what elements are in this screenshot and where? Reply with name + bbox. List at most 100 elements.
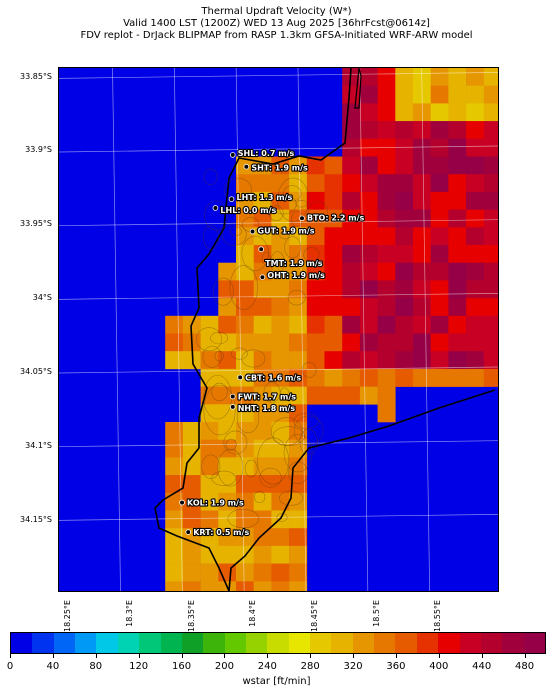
wstar-cell xyxy=(253,510,272,529)
terrain-contour xyxy=(225,438,237,451)
wstar-cell xyxy=(395,85,414,104)
wstar-cell xyxy=(430,121,449,140)
wstar-cell xyxy=(448,156,467,175)
colorbar-swatch xyxy=(32,633,54,653)
wstar-cell xyxy=(359,245,378,263)
wstar-cell xyxy=(182,422,201,440)
wstar-cell xyxy=(271,174,290,193)
map-panel[interactable]: SHL: 0.7 m/s SHT: 1.9 m/s LHT: 1.3 m/s LHL:… xyxy=(50,67,502,600)
station-marker-bto xyxy=(299,215,305,222)
wstar-cell xyxy=(236,492,254,511)
terrain-contour xyxy=(236,403,260,434)
wstar-cell xyxy=(342,174,361,193)
wstar-cell xyxy=(289,581,308,600)
station-marker-lht xyxy=(228,196,235,202)
wstar-cell xyxy=(324,209,343,228)
wstar-cell xyxy=(448,368,467,387)
wstar-cell xyxy=(483,262,502,281)
station-marker-gut xyxy=(249,228,256,235)
colorbar-tick-label: 480 xyxy=(515,661,535,672)
colorbar-tick-label: 400 xyxy=(429,661,449,672)
wstar-cell xyxy=(306,156,325,175)
wstar-cell xyxy=(466,262,485,281)
meridian-line xyxy=(235,67,245,592)
wstar-cell xyxy=(306,174,325,193)
wstar-cell xyxy=(377,280,396,299)
wstar-cell xyxy=(377,209,396,228)
wstar-cell xyxy=(200,439,219,458)
station-label-shl: SHL: 0.7 m/s xyxy=(238,149,295,158)
wstar-cell xyxy=(324,227,343,246)
station-marker-kol xyxy=(179,499,185,506)
wstar-cell xyxy=(236,422,254,440)
terrain-contour xyxy=(277,177,310,222)
wstar-cell xyxy=(182,563,201,582)
colorbar-tick xyxy=(524,654,526,658)
wstar-cell xyxy=(448,138,467,157)
station-marker-sht xyxy=(243,163,250,170)
wstar-cell xyxy=(395,68,414,86)
colorbar-tick-label: 80 xyxy=(89,661,103,672)
wstar-cell xyxy=(359,191,378,210)
wstar-cell xyxy=(289,156,308,175)
wstar-cell xyxy=(182,351,201,370)
colorbar-swatch xyxy=(203,633,225,653)
wstar-cell xyxy=(413,138,431,157)
wstar-cell xyxy=(377,333,396,352)
wstar-cell xyxy=(483,368,502,387)
colorbar-tick-label: 240 xyxy=(257,661,277,672)
wstar-cell xyxy=(218,333,237,352)
wstar-cell xyxy=(342,333,361,352)
colorbar-tick-label: 200 xyxy=(214,661,234,672)
wstar-cell xyxy=(165,545,184,564)
coastline-north xyxy=(354,67,362,109)
wstar-cell xyxy=(483,280,502,299)
wstar-cell xyxy=(289,227,308,246)
wstar-cell xyxy=(430,368,449,387)
colorbar-tick-label: 160 xyxy=(171,661,192,672)
wstar-cell xyxy=(165,351,184,370)
lon-label-18-3: 18.3°E xyxy=(125,600,134,627)
wstar-cell xyxy=(236,333,254,352)
colorbar-tick xyxy=(438,654,440,658)
colorbar-tick xyxy=(95,654,97,658)
colorbar-swatch xyxy=(310,633,332,653)
terrain-contour xyxy=(287,461,308,485)
wstar-cell xyxy=(359,386,378,405)
wstar-cell xyxy=(359,351,378,370)
wstar-cell xyxy=(413,315,431,334)
wstar-cell xyxy=(253,333,272,352)
wstar-cell xyxy=(448,209,467,228)
wstar-cell xyxy=(466,209,485,228)
colorbar-swatch xyxy=(245,633,268,653)
wstar-cell xyxy=(306,298,325,317)
wstar-cell xyxy=(413,351,431,370)
terrain-contour xyxy=(224,177,252,203)
wstar-cell xyxy=(448,333,467,352)
wstar-cell xyxy=(200,404,219,423)
wstar-cell xyxy=(271,368,290,387)
wstar-cell xyxy=(306,333,325,352)
station-label-tmt: TMT: 1.9 m/s xyxy=(265,259,323,268)
wstar-cell xyxy=(430,174,449,193)
parallel-line xyxy=(58,293,499,300)
wstar-cell xyxy=(218,528,237,547)
wstar-cell xyxy=(236,457,254,476)
parallel-line xyxy=(58,366,499,374)
terrain-contour xyxy=(212,277,234,306)
wstar-cell xyxy=(395,368,414,387)
terrain-contour xyxy=(303,247,320,263)
wstar-cell xyxy=(289,510,308,529)
colorbar-tick xyxy=(267,654,269,658)
wstar-cell xyxy=(289,422,308,440)
station-marker-cbt xyxy=(237,374,243,381)
title-line-2: Valid 1400 LST (1200Z) WED 13 Aug 2025 [… xyxy=(123,18,430,29)
lon-label-18-25: 18.25°E xyxy=(63,600,72,632)
terrain-contour xyxy=(259,467,282,488)
wstar-cell xyxy=(430,209,449,228)
terrain-contour xyxy=(270,194,297,215)
colorbar-tick-label: 360 xyxy=(386,661,406,672)
wstar-cell xyxy=(430,156,449,175)
wstar-cell xyxy=(342,280,361,299)
wstar-cell xyxy=(271,404,290,423)
